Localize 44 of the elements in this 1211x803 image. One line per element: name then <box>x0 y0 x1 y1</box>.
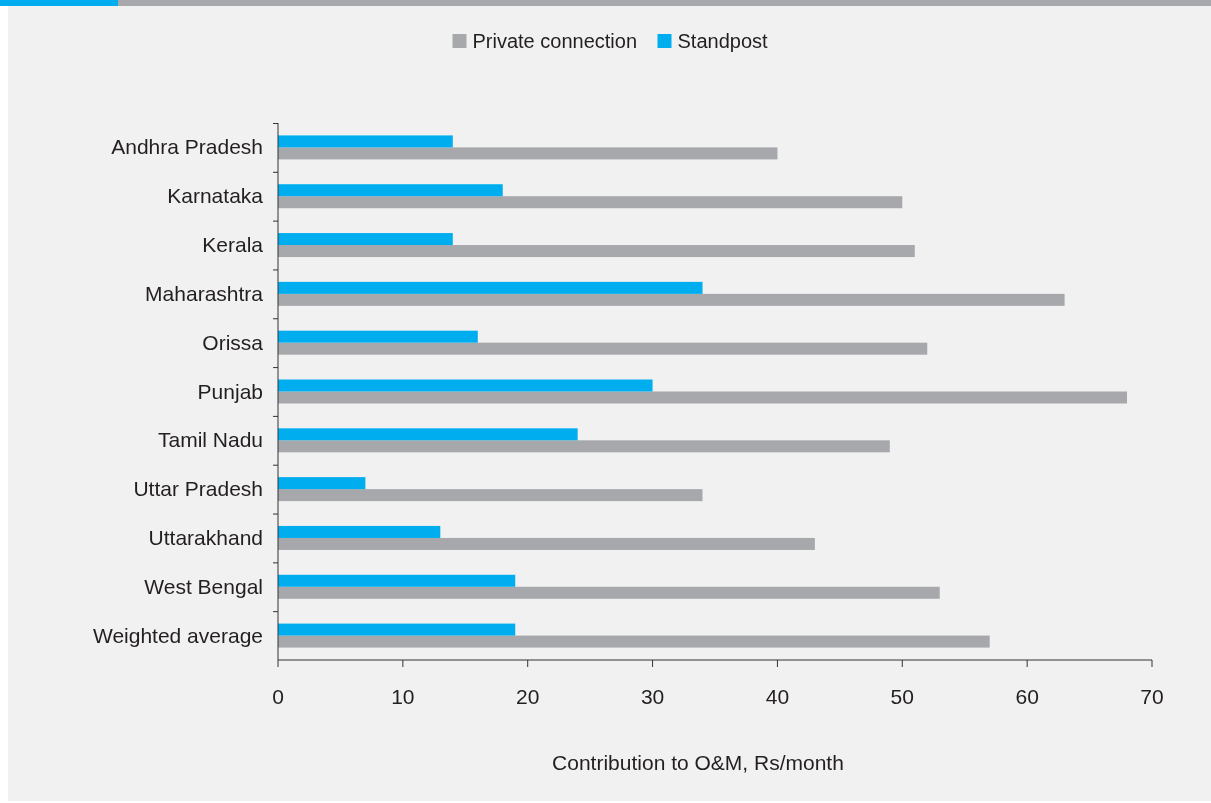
y-tick-label: Maharashtra <box>145 281 264 305</box>
bar <box>278 635 990 648</box>
y-tick-label: Tamil Nadu <box>157 428 263 452</box>
bar <box>278 489 703 502</box>
bar <box>278 440 890 453</box>
y-tick-label: Karnataka <box>167 184 264 208</box>
bar <box>278 342 928 355</box>
bar <box>278 233 453 246</box>
y-tick-label: Uttarakhand <box>148 525 263 549</box>
x-tick-label: 40 <box>765 685 790 708</box>
x-axis-title: Contribution to O&M, Rs/month <box>552 751 844 774</box>
x-tick-label: 60 <box>1015 685 1039 708</box>
legend-label: Private connection <box>472 30 638 52</box>
x-tick-label: 0 <box>272 685 284 708</box>
x-tick-label: 30 <box>640 685 665 708</box>
legend-label: Standpost <box>677 30 769 52</box>
bar <box>278 477 366 490</box>
bar <box>278 147 778 160</box>
x-tick-label: 20 <box>516 685 540 708</box>
bar <box>278 293 1065 306</box>
y-tick-label: Uttar Pradesh <box>133 477 263 501</box>
bar <box>278 196 903 209</box>
bar <box>278 245 915 258</box>
y-tick-label: Weighted average <box>92 623 263 647</box>
bar <box>278 623 516 636</box>
bar <box>278 184 503 197</box>
bar <box>278 574 516 587</box>
y-tick-label: Kerala <box>202 233 264 257</box>
bar <box>278 281 703 294</box>
bar <box>278 537 815 550</box>
y-tick-label: Orissa <box>202 330 264 354</box>
bar <box>278 391 1128 404</box>
bar <box>278 525 441 538</box>
bar <box>278 379 653 392</box>
bar <box>278 135 453 148</box>
x-tick-label: 70 <box>1140 685 1164 708</box>
bar <box>278 428 578 441</box>
y-tick-label: Punjab <box>197 379 263 403</box>
x-tick-label: 50 <box>890 685 914 708</box>
y-tick-label: Andhra Pradesh <box>111 135 263 159</box>
x-tick-label: 10 <box>391 685 415 708</box>
bar <box>278 586 940 599</box>
y-tick-label: West Bengal <box>144 574 263 598</box>
bar <box>278 330 478 343</box>
